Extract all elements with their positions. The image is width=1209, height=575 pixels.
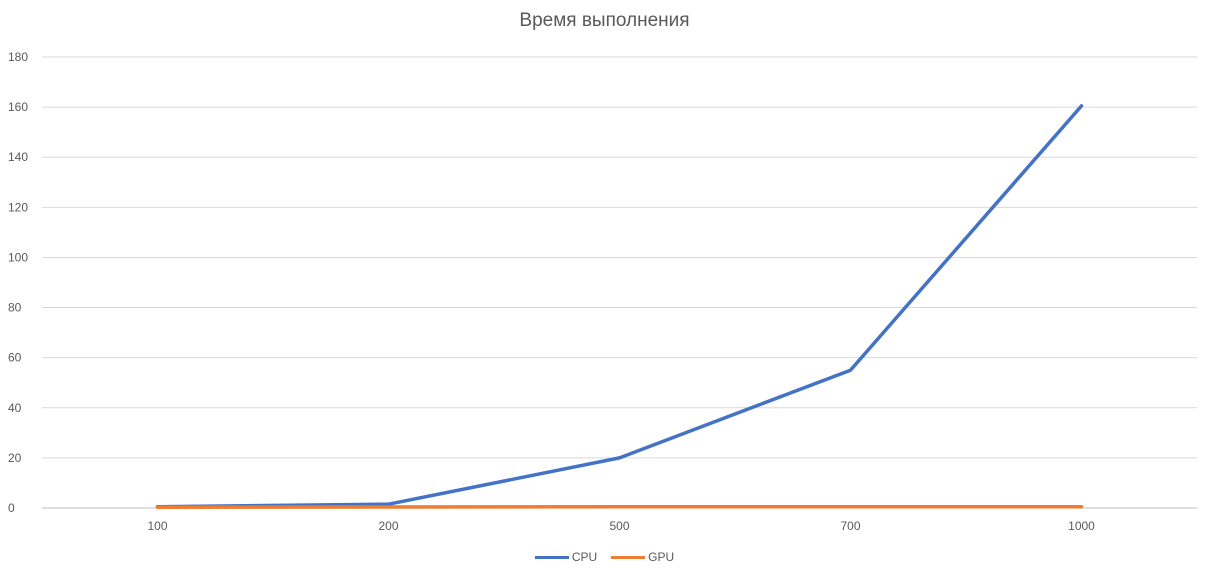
y-tick-label: 120 (8, 200, 28, 214)
legend-swatch-gpu (611, 555, 646, 559)
legend-label-gpu: GPU (648, 550, 675, 564)
y-tick-label: 40 (8, 401, 22, 415)
x-tick-label: 700 (840, 519, 860, 533)
y-tick-label: 0 (8, 501, 15, 515)
x-tick-label: 500 (609, 519, 629, 533)
y-tick-label: 160 (8, 100, 28, 114)
chart-title: Время выполнения (519, 10, 690, 31)
y-tick-label: 140 (8, 150, 28, 164)
chart-legend: CPU GPU (0, 550, 1209, 564)
x-tick-label: 1000 (1068, 519, 1095, 533)
x-tick-label: 200 (378, 519, 398, 533)
legend-item-gpu: GPU (611, 550, 674, 564)
y-tick-label: 100 (8, 250, 28, 264)
x-tick-label: 100 (147, 519, 167, 533)
y-tick-label: 20 (8, 451, 22, 465)
legend-swatch-cpu (534, 555, 569, 559)
legend-label-cpu: CPU (571, 550, 598, 564)
series-line-cpu (155, 104, 1084, 509)
y-tick-label: 80 (8, 301, 22, 315)
y-tick-label: 180 (8, 50, 28, 64)
legend-item-cpu: CPU (534, 550, 598, 564)
y-tick-label: 60 (8, 351, 22, 365)
